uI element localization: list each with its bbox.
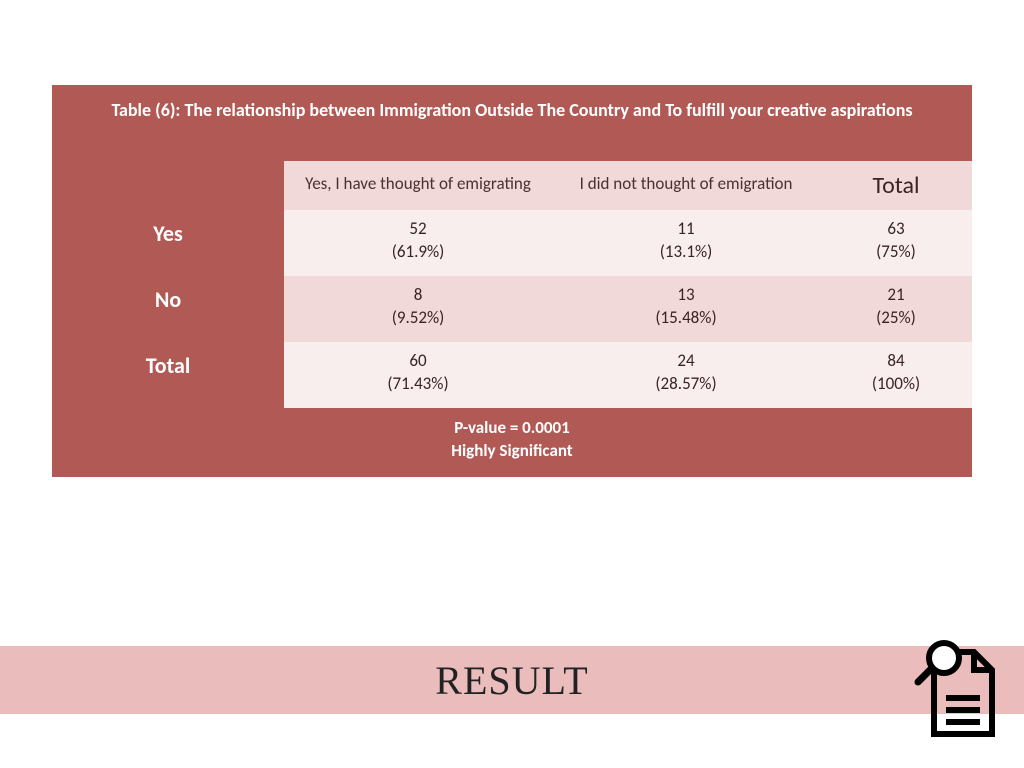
cell-total: 21 (25%) xyxy=(820,276,972,342)
table-row: Total 60 (71.43%) 24 (28.57%) 84 (100%) xyxy=(52,342,972,408)
cell-count: 52 xyxy=(288,218,548,241)
cell-a: 52 (61.9%) xyxy=(284,210,552,276)
cell-count: 11 xyxy=(556,218,816,241)
cell-pct: (13.1%) xyxy=(556,241,816,264)
cell-pct: (71.43%) xyxy=(288,373,548,396)
table-row: No 8 (9.52%) 13 (15.48%) 21 (25%) xyxy=(52,276,972,342)
cell-total: 63 (75%) xyxy=(820,210,972,276)
cell-pct: (15.48%) xyxy=(556,307,816,330)
cell-pct: (100%) xyxy=(824,373,968,396)
cell-pct: (61.9%) xyxy=(288,241,548,264)
cell-b: 13 (15.48%) xyxy=(552,276,820,342)
row-label: Total xyxy=(52,342,284,408)
cell-pct: (28.57%) xyxy=(556,373,816,396)
cell-count: 63 xyxy=(824,218,968,241)
cell-count: 13 xyxy=(556,284,816,307)
result-bar: RESULT xyxy=(0,646,1024,714)
cell-pct: (25%) xyxy=(824,307,968,330)
header-blank xyxy=(52,161,284,210)
header-col-total: Total xyxy=(820,161,972,210)
cell-count: 8 xyxy=(288,284,548,307)
cell-count: 24 xyxy=(556,350,816,373)
header-col-b: I did not thought of emigration xyxy=(552,161,820,210)
table-title: Table (6): The relationship between Immi… xyxy=(52,85,972,161)
cell-b: 11 (13.1%) xyxy=(552,210,820,276)
cell-count: 84 xyxy=(824,350,968,373)
cell-count: 60 xyxy=(288,350,548,373)
header-col-a: Yes, I have thought of emigrating xyxy=(284,161,552,210)
header-row: Yes, I have thought of emigrating I did … xyxy=(52,161,972,210)
cell-total: 84 (100%) xyxy=(820,342,972,408)
cell-pct: (75%) xyxy=(824,241,968,264)
result-label: RESULT xyxy=(435,657,588,704)
significance-text: Highly Significant xyxy=(52,439,972,463)
table-footer: P-value = 0.0001 Highly Significant xyxy=(52,408,972,478)
cell-b: 24 (28.57%) xyxy=(552,342,820,408)
row-label: No xyxy=(52,276,284,342)
document-search-icon xyxy=(912,638,1002,738)
cell-a: 60 (71.43%) xyxy=(284,342,552,408)
crosstab-table: Table (6): The relationship between Immi… xyxy=(52,85,972,477)
cell-pct: (9.52%) xyxy=(288,307,548,330)
row-label: Yes xyxy=(52,210,284,276)
table-row: Yes 52 (61.9%) 11 (13.1%) 63 (75%) xyxy=(52,210,972,276)
cell-a: 8 (9.52%) xyxy=(284,276,552,342)
p-value-text: P-value = 0.0001 xyxy=(52,416,972,440)
cell-count: 21 xyxy=(824,284,968,307)
